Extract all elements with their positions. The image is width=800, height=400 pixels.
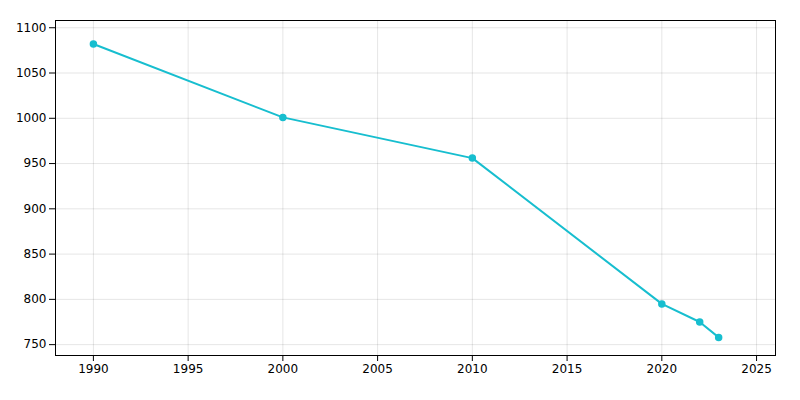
svg-text:1000: 1000 bbox=[16, 111, 47, 125]
svg-text:950: 950 bbox=[24, 156, 47, 170]
svg-text:2000: 2000 bbox=[268, 362, 299, 376]
svg-text:900: 900 bbox=[24, 202, 47, 216]
svg-text:1990: 1990 bbox=[78, 362, 109, 376]
svg-text:2025: 2025 bbox=[741, 362, 772, 376]
svg-text:2010: 2010 bbox=[457, 362, 488, 376]
svg-text:850: 850 bbox=[24, 247, 47, 261]
svg-text:2015: 2015 bbox=[552, 362, 583, 376]
svg-text:2020: 2020 bbox=[647, 362, 678, 376]
svg-text:1995: 1995 bbox=[173, 362, 204, 376]
svg-text:1100: 1100 bbox=[16, 21, 47, 35]
svg-text:750: 750 bbox=[24, 337, 47, 351]
svg-text:1050: 1050 bbox=[16, 66, 47, 80]
svg-text:2005: 2005 bbox=[362, 362, 393, 376]
svg-text:800: 800 bbox=[24, 292, 47, 306]
